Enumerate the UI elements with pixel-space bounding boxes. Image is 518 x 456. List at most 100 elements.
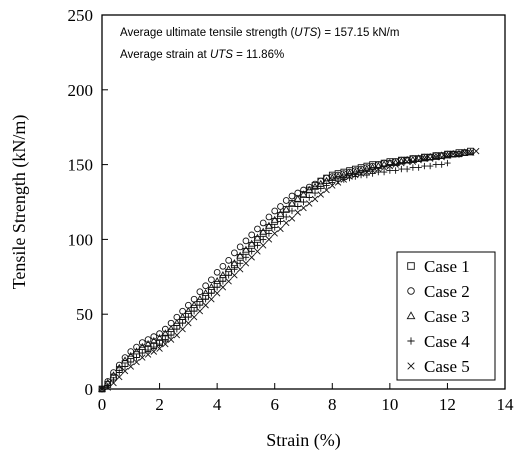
legend-label: Case 1 bbox=[424, 257, 470, 276]
data-point bbox=[226, 278, 232, 284]
y-tick-label: 250 bbox=[68, 6, 94, 25]
legend-label: Case 5 bbox=[424, 357, 470, 376]
data-point bbox=[232, 250, 238, 256]
data-point bbox=[289, 193, 295, 199]
data-point bbox=[300, 199, 306, 205]
data-point bbox=[415, 164, 421, 170]
annotation-1-suffix: ) = 157.15 kN/m bbox=[317, 27, 399, 39]
data-point bbox=[185, 320, 191, 326]
data-point bbox=[237, 266, 243, 272]
data-point bbox=[427, 163, 433, 169]
data-point bbox=[301, 205, 307, 211]
y-tick-label: 150 bbox=[68, 156, 94, 175]
annotation-2-prefix: Average strain at bbox=[120, 49, 210, 61]
data-point bbox=[243, 238, 249, 244]
x-tick-label: 2 bbox=[155, 395, 164, 414]
data-point bbox=[226, 257, 232, 263]
annotation-average-strain: Average strain at UTS = 11.86% bbox=[120, 49, 284, 61]
data-point bbox=[260, 242, 266, 248]
data-point bbox=[203, 283, 209, 289]
data-point bbox=[266, 230, 272, 236]
data-point bbox=[208, 277, 214, 283]
y-axis-label: Tensile Strength (kN/m) bbox=[9, 115, 30, 290]
data-point bbox=[202, 290, 208, 296]
data-point bbox=[272, 224, 278, 230]
data-point bbox=[289, 216, 295, 222]
y-tick-label: 100 bbox=[68, 230, 94, 249]
data-point bbox=[191, 302, 197, 308]
data-point bbox=[260, 229, 266, 235]
data-point bbox=[266, 223, 272, 229]
data-point bbox=[197, 289, 203, 295]
data-point bbox=[295, 203, 301, 209]
data-point bbox=[272, 217, 278, 223]
data-point bbox=[168, 326, 174, 332]
data-point bbox=[289, 208, 295, 214]
data-point bbox=[180, 326, 186, 332]
annotation-2-em: UTS bbox=[210, 49, 233, 61]
data-point bbox=[306, 201, 312, 207]
data-point bbox=[266, 214, 272, 220]
legend-label: Case 4 bbox=[424, 332, 470, 351]
data-point bbox=[283, 220, 289, 226]
data-point bbox=[174, 320, 180, 326]
x-tick-label: 6 bbox=[270, 395, 279, 414]
data-point bbox=[185, 308, 191, 314]
x-tick-label: 4 bbox=[213, 395, 222, 414]
x-axis-label: Strain (%) bbox=[266, 430, 340, 451]
data-point bbox=[191, 314, 197, 320]
data-point bbox=[438, 161, 444, 167]
data-point bbox=[272, 208, 278, 214]
data-point bbox=[444, 160, 450, 166]
data-point bbox=[272, 231, 278, 237]
data-point bbox=[295, 210, 301, 216]
data-point bbox=[312, 190, 318, 196]
data-point bbox=[232, 272, 238, 278]
data-point bbox=[473, 148, 479, 154]
x-tick-label: 0 bbox=[98, 395, 107, 414]
data-point bbox=[312, 196, 318, 202]
annotation-1-em: UTS bbox=[294, 27, 317, 39]
data-point bbox=[421, 163, 427, 169]
data-point bbox=[260, 236, 266, 242]
data-point bbox=[410, 164, 416, 170]
data-point bbox=[278, 226, 284, 232]
x-tick-label: 14 bbox=[497, 395, 515, 414]
data-point bbox=[220, 272, 226, 278]
data-point bbox=[231, 260, 237, 266]
data-point bbox=[254, 242, 260, 248]
data-point bbox=[306, 194, 312, 200]
data-point bbox=[208, 296, 214, 302]
data-point bbox=[277, 218, 283, 224]
annotation-average-uts: Average ultimate tensile strength (UTS) … bbox=[120, 27, 399, 39]
data-point bbox=[225, 266, 231, 272]
data-point bbox=[243, 254, 249, 260]
data-point bbox=[214, 269, 220, 275]
data-point bbox=[214, 290, 220, 296]
data-point bbox=[214, 278, 220, 284]
data-point bbox=[404, 166, 410, 172]
data-point bbox=[278, 204, 284, 210]
y-tick-label: 200 bbox=[68, 81, 94, 100]
data-point bbox=[197, 308, 203, 314]
x-tick-label: 12 bbox=[439, 395, 456, 414]
data-point bbox=[179, 314, 185, 320]
data-point bbox=[197, 296, 203, 302]
y-tick-label: 50 bbox=[76, 305, 93, 324]
annotation-1-prefix: Average ultimate tensile strength ( bbox=[120, 27, 294, 39]
data-point bbox=[249, 254, 255, 260]
data-point bbox=[208, 284, 214, 290]
data-point bbox=[248, 241, 254, 247]
data-point bbox=[254, 235, 260, 241]
data-point bbox=[255, 248, 261, 254]
legend-label: Case 3 bbox=[424, 307, 470, 326]
data-point bbox=[283, 214, 289, 220]
data-point bbox=[392, 167, 398, 173]
y-tick-label: 0 bbox=[85, 380, 94, 399]
legend: Case 1Case 2Case 3Case 4Case 5 bbox=[397, 252, 495, 380]
data-point bbox=[220, 284, 226, 290]
data-point bbox=[237, 244, 243, 250]
data-point bbox=[243, 260, 249, 266]
x-tick-label: 8 bbox=[328, 395, 337, 414]
